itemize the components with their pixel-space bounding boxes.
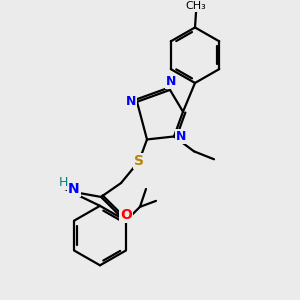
Text: N: N (68, 182, 80, 196)
Text: O: O (120, 208, 132, 222)
Text: N: N (166, 76, 176, 88)
Text: H: H (58, 176, 68, 189)
Text: N: N (126, 95, 136, 108)
Text: S: S (134, 154, 144, 168)
Text: N: N (176, 130, 186, 143)
Text: CH₃: CH₃ (186, 1, 206, 11)
